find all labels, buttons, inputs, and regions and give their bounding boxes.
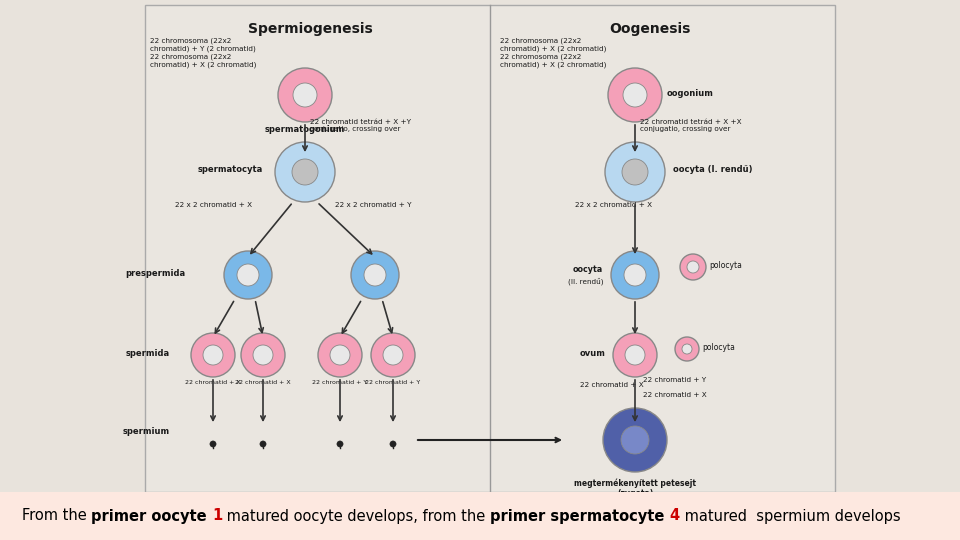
- Circle shape: [253, 345, 273, 365]
- Text: prespermida: prespermida: [125, 268, 185, 278]
- Circle shape: [682, 344, 692, 354]
- Text: polocyta: polocyta: [709, 261, 742, 271]
- Text: megtermékenyített petesejt
(zygota): megtermékenyített petesejt (zygota): [574, 478, 696, 498]
- Text: matured  spermium develops: matured spermium develops: [680, 509, 900, 523]
- Circle shape: [687, 261, 699, 273]
- Text: 22 chromosoma (22x2
chromatid) + X (2 chromatid)
22 chromosoma (22x2
chromatid) : 22 chromosoma (22x2 chromatid) + X (2 ch…: [500, 38, 607, 69]
- Bar: [145, 5, 835, 492]
- Text: polocyta: polocyta: [702, 343, 734, 353]
- Text: 22 chromatid + Y: 22 chromatid + Y: [366, 380, 420, 385]
- Text: matured oocyte develops, from the: matured oocyte develops, from the: [223, 509, 491, 523]
- Circle shape: [224, 251, 272, 299]
- Text: From the: From the: [22, 509, 91, 523]
- Circle shape: [675, 337, 699, 361]
- Circle shape: [191, 333, 235, 377]
- Text: 22 chromatid tetrád + X +Y
conjugatio, crossing over: 22 chromatid tetrád + X +Y conjugatio, c…: [310, 118, 411, 132]
- Circle shape: [210, 441, 216, 447]
- Circle shape: [318, 333, 362, 377]
- Circle shape: [608, 68, 662, 122]
- Text: 22 x 2 chromatid + X: 22 x 2 chromatid + X: [575, 202, 652, 208]
- Circle shape: [330, 345, 350, 365]
- Text: spermatocyta: spermatocyta: [198, 165, 263, 174]
- Text: 22 chromatid + X: 22 chromatid + X: [185, 380, 241, 385]
- Text: spermida: spermida: [126, 348, 170, 357]
- Text: 22 x 2 chromatid + Y: 22 x 2 chromatid + Y: [335, 202, 412, 208]
- Text: spermium: spermium: [123, 428, 170, 436]
- Text: Oogenesis: Oogenesis: [610, 22, 690, 36]
- Circle shape: [293, 83, 317, 107]
- Text: Spermiogenesis: Spermiogenesis: [248, 22, 372, 36]
- Circle shape: [622, 159, 648, 185]
- Circle shape: [371, 333, 415, 377]
- Circle shape: [337, 441, 343, 447]
- Text: 4: 4: [670, 509, 680, 523]
- Circle shape: [241, 333, 285, 377]
- Circle shape: [390, 441, 396, 447]
- Circle shape: [275, 142, 335, 202]
- Text: oocyta: oocyta: [573, 265, 603, 273]
- Circle shape: [613, 333, 657, 377]
- Circle shape: [624, 264, 646, 286]
- Text: 22 chromatid + X: 22 chromatid + X: [580, 382, 644, 388]
- Text: 22 chromatid + Y: 22 chromatid + Y: [643, 377, 707, 383]
- Circle shape: [203, 345, 223, 365]
- Text: 22 chromatid + Y: 22 chromatid + Y: [312, 380, 368, 385]
- Circle shape: [237, 264, 259, 286]
- Text: 22 x 2 chromatid + X: 22 x 2 chromatid + X: [175, 202, 252, 208]
- Circle shape: [260, 441, 266, 447]
- Bar: [0, 492, 960, 540]
- Text: 22 chromosoma (22x2
chromatid) + Y (2 chromatid)
22 chromosoma (22x2
chromatid) : 22 chromosoma (22x2 chromatid) + Y (2 ch…: [150, 38, 256, 69]
- Circle shape: [625, 345, 645, 365]
- Circle shape: [623, 83, 647, 107]
- Text: (II. rendű): (II. rendű): [567, 277, 603, 285]
- Circle shape: [603, 408, 667, 472]
- Circle shape: [383, 345, 403, 365]
- Circle shape: [605, 142, 665, 202]
- Circle shape: [680, 254, 706, 280]
- Circle shape: [364, 264, 386, 286]
- Text: oocyta (I. rendű): oocyta (I. rendű): [673, 165, 753, 174]
- Text: 1: 1: [212, 509, 223, 523]
- Text: ovum: ovum: [579, 348, 605, 357]
- Circle shape: [292, 159, 318, 185]
- Text: primer spermatocyte: primer spermatocyte: [491, 509, 670, 523]
- Circle shape: [611, 251, 659, 299]
- Text: oogonium: oogonium: [667, 89, 714, 98]
- Circle shape: [621, 426, 649, 454]
- Text: 22 chromatid tetrád + X +X
conjugatio, crossing over: 22 chromatid tetrád + X +X conjugatio, c…: [640, 118, 742, 132]
- Text: 22 chromatid + X: 22 chromatid + X: [235, 380, 291, 385]
- Text: 22 chromatid + X: 22 chromatid + X: [643, 392, 707, 398]
- Text: primer oocyte: primer oocyte: [91, 509, 212, 523]
- Circle shape: [351, 251, 399, 299]
- Circle shape: [278, 68, 332, 122]
- Text: spermatogonium: spermatogonium: [265, 125, 346, 134]
